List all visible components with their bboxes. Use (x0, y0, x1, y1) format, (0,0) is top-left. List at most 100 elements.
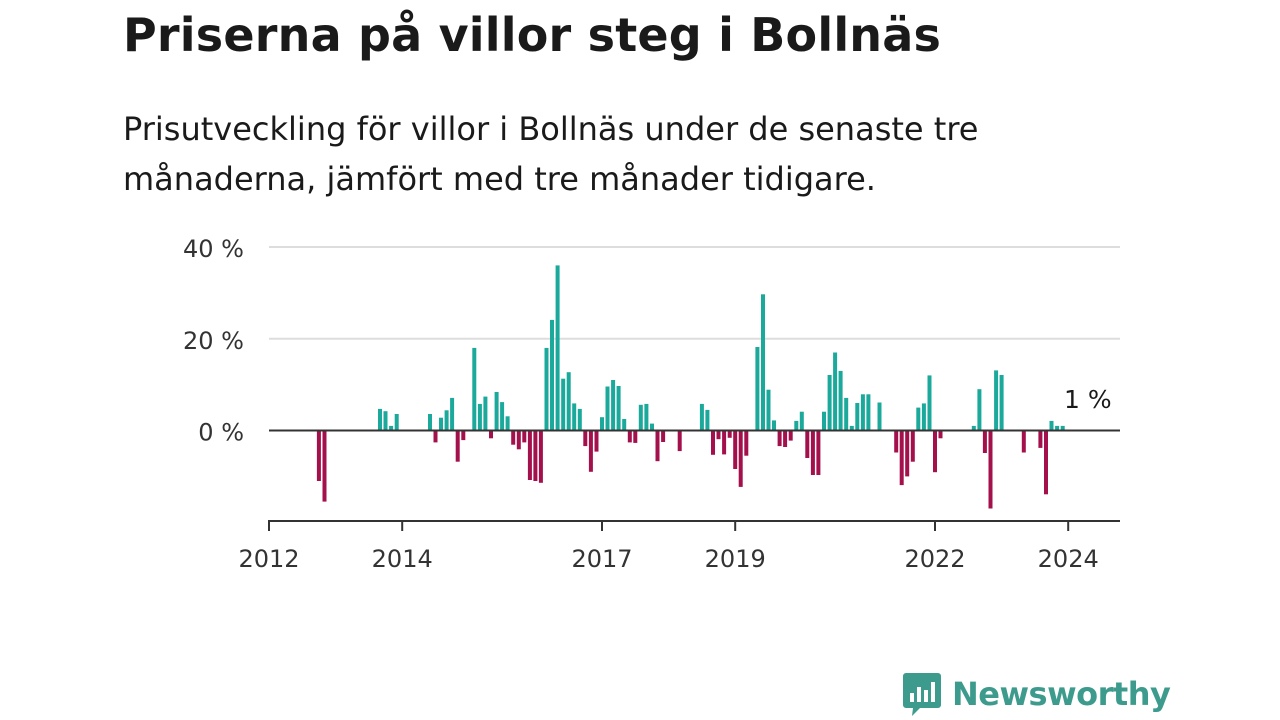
bar (550, 319, 554, 431)
bar (650, 423, 654, 431)
bars (316, 265, 1065, 509)
bar (722, 430, 727, 455)
bar (505, 416, 510, 431)
bar (794, 420, 799, 431)
bar (494, 392, 499, 431)
bar (860, 394, 865, 431)
bar (566, 372, 571, 431)
bar (1049, 420, 1054, 431)
bar (783, 430, 788, 447)
y-tick-label: 20 % (183, 327, 244, 355)
labels: 0 % 20 % 40 % 2012 2014 2017 2019 2022 2024 1 % (183, 235, 1112, 573)
bar (627, 430, 632, 443)
bar (594, 430, 599, 452)
bar (933, 430, 937, 473)
brand-logo: Newsworthy (902, 670, 1171, 718)
bar (766, 389, 771, 431)
bar (583, 430, 588, 447)
bar (738, 430, 743, 487)
bar (616, 386, 621, 431)
bar (755, 347, 760, 431)
bar (866, 394, 871, 431)
bar (772, 420, 776, 431)
y-tick-label: 40 % (183, 235, 244, 263)
bar-chart: 0 % 20 % 40 % 2012 2014 2017 2019 2022 2024 1 % (183, 235, 1120, 573)
bar (744, 430, 749, 456)
newsworthy-logo-icon (903, 673, 941, 716)
bar (977, 389, 982, 431)
x-tick-label: 2024 (1038, 545, 1099, 573)
bar (822, 411, 826, 431)
bar (855, 403, 860, 431)
bar (638, 404, 643, 431)
bar (572, 403, 577, 431)
bar (516, 430, 521, 450)
bar (433, 430, 438, 443)
bar (1060, 425, 1065, 431)
bar (727, 430, 732, 438)
bar (849, 425, 854, 431)
bar (600, 417, 604, 431)
bar (444, 410, 449, 431)
bar (921, 403, 926, 431)
bar (988, 430, 993, 509)
bar (472, 347, 477, 431)
bar (322, 430, 327, 502)
bar (699, 403, 704, 431)
latest-value-label: 1 % (1064, 385, 1112, 414)
bar (844, 397, 849, 431)
bar (389, 425, 394, 431)
bar (788, 430, 793, 441)
bar (916, 407, 921, 431)
bar (810, 430, 815, 475)
bar (511, 430, 516, 445)
bar (661, 430, 666, 442)
bar (522, 430, 527, 443)
bar (827, 375, 832, 431)
bar (894, 430, 899, 453)
bar (611, 380, 616, 431)
bar (838, 370, 843, 431)
bar (538, 430, 543, 483)
bar (971, 425, 976, 431)
bar (833, 352, 838, 431)
brand-name: Newsworthy (952, 675, 1171, 713)
bar (899, 430, 904, 486)
bar (705, 409, 710, 431)
bar (1044, 430, 1048, 495)
x-tick-label: 2017 (571, 545, 632, 573)
bar (605, 386, 610, 431)
bar (877, 402, 882, 431)
bar (994, 370, 999, 431)
bar (394, 414, 399, 431)
axes (268, 429, 1120, 531)
bar (577, 408, 582, 431)
bar (655, 430, 660, 462)
bar (633, 430, 638, 443)
chart-title: Priserna på villor steg i Bollnäs (123, 8, 942, 62)
bar (805, 430, 810, 458)
bar (761, 294, 765, 431)
bar (483, 396, 488, 431)
bar (461, 430, 466, 441)
bar (428, 414, 432, 431)
bar (1038, 430, 1043, 448)
x-tick-label: 2022 (904, 545, 965, 573)
bar (711, 430, 715, 455)
bar (533, 430, 538, 481)
grid-lines (269, 246, 1120, 340)
bar (383, 411, 388, 431)
bar (777, 430, 782, 447)
x-tick-label: 2012 (238, 545, 299, 573)
bar (910, 430, 915, 462)
bar (588, 430, 593, 472)
bar (905, 430, 910, 477)
bar (816, 430, 821, 475)
bar (1021, 430, 1026, 453)
bar (716, 430, 721, 440)
chart-subtitle: Prisutveckling för villor i Bollnäs unde… (123, 110, 979, 198)
bar (439, 417, 443, 431)
bar (378, 408, 382, 431)
x-tick-label: 2019 (705, 545, 766, 573)
bar (544, 347, 549, 431)
